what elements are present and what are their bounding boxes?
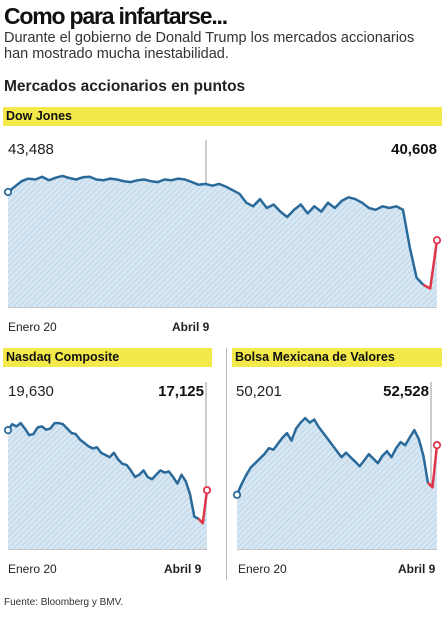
- chart-title-bar-nasdaq: Nasdaq Composite: [3, 348, 212, 367]
- page-subtitle: Durante el gobierno de Donald Trump los …: [4, 30, 415, 62]
- series-line-recent: [197, 490, 209, 525]
- x-label-end-nasdaq: Abril 9: [164, 562, 202, 576]
- chart-bmv: [232, 382, 442, 550]
- end-value-nasdaq: 17,125: [158, 383, 204, 400]
- x-label-start-dow: Enero 20: [8, 320, 57, 334]
- start-value-dow: 43,488: [8, 141, 54, 158]
- series-line: [235, 416, 430, 496]
- series-line: [6, 421, 200, 520]
- start-point: [232, 490, 242, 499]
- end-value-dow: 40,608: [391, 141, 437, 158]
- end-value-bmv: 52,528: [383, 383, 429, 400]
- start-point: [3, 426, 13, 435]
- series-area: [8, 423, 207, 549]
- start-point: [3, 187, 13, 197]
- chart-dow-jones: [3, 140, 442, 308]
- chart-nasdaq: [3, 382, 212, 550]
- page-title: Como para infartarse...: [4, 3, 228, 29]
- end-point: [202, 486, 212, 495]
- chart-title-bar-bmv: Bolsa Mexicana de Valores: [232, 348, 442, 367]
- start-value-bmv: 50,201: [236, 383, 282, 400]
- series-area: [237, 418, 437, 549]
- section-title: Mercados accionarios en puntos: [4, 78, 246, 95]
- x-label-start-nasdaq: Enero 20: [8, 562, 57, 576]
- chart-title-bar-dow: Dow Jones: [3, 107, 442, 126]
- chart-title-nasdaq: Nasdaq Composite: [6, 350, 120, 364]
- x-label-end-bmv: Abril 9: [398, 562, 436, 576]
- chart-title-bmv: Bolsa Mexicana de Valores: [235, 350, 395, 364]
- series-line: [7, 174, 425, 286]
- chart-title-dow: Dow Jones: [6, 109, 72, 123]
- start-value-nasdaq: 19,630: [8, 383, 54, 400]
- chart-divider: [226, 348, 227, 580]
- x-label-start-bmv: Enero 20: [238, 562, 287, 576]
- end-point: [432, 441, 442, 450]
- series-line-recent: [422, 240, 439, 290]
- series-area: [8, 175, 437, 307]
- source-note: Fuente: Bloomberg y BMV.: [4, 597, 124, 608]
- x-label-mid-dow: Abril 9: [172, 320, 210, 334]
- end-point: [432, 236, 442, 245]
- series-line-recent: [427, 445, 439, 489]
